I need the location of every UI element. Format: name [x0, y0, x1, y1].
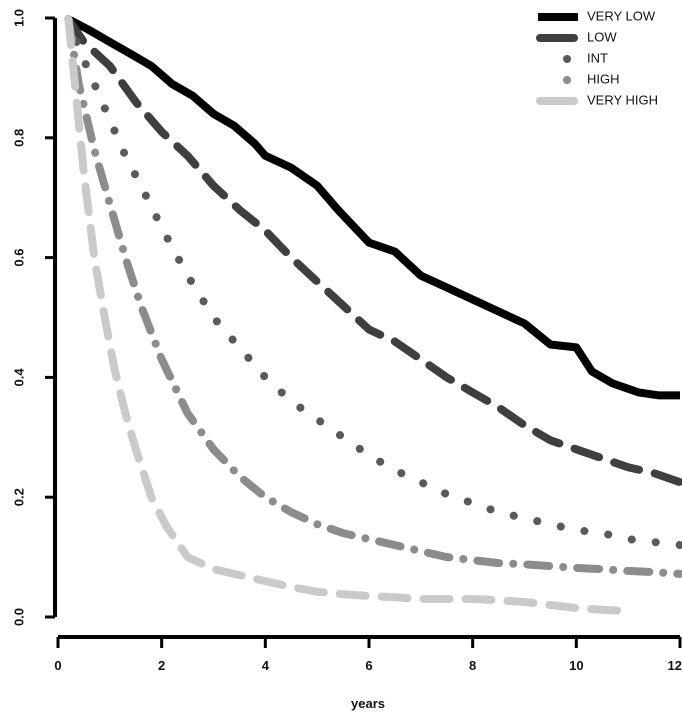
x-tick-label: 4: [262, 658, 270, 673]
y-tick-label: 0.6: [11, 249, 26, 267]
legend-label: VERY HIGH: [587, 92, 658, 107]
legend: VERY LOW LOW INT HIGH VERY HIGH: [536, 8, 658, 107]
x-tick-label: 8: [469, 658, 476, 673]
legend-label: VERY LOW: [587, 8, 656, 23]
x-tick-label: 12: [668, 658, 682, 673]
x-axis-label: years: [351, 696, 385, 711]
y-tick-label: 0.8: [11, 129, 26, 147]
x-tick-label: 2: [158, 658, 165, 673]
x-tick-label: 10: [569, 658, 583, 673]
x-tick-label: 0: [54, 658, 61, 673]
series-line-int: [64, 15, 682, 550]
legend-label: HIGH: [587, 71, 620, 86]
series-line-low: [64, 15, 682, 487]
y-tick-label: 0.2: [11, 488, 26, 506]
series-layer: [64, 15, 682, 615]
x-tick-label: 6: [365, 658, 372, 673]
series-line-very-high: [64, 15, 633, 615]
y-tick-label: 0.0: [11, 608, 26, 626]
series-line-very-low: [66, 15, 680, 400]
legend-label: LOW: [587, 29, 617, 44]
axes-layer: 0.0 0.2 0.4 0.6 0.8 1.0 0 2 4 6 8 10 12: [11, 9, 682, 673]
series-line-high: [64, 15, 682, 578]
y-tick-label: 0.4: [11, 368, 26, 387]
legend-label: INT: [587, 50, 608, 65]
y-tick-label: 1.0: [11, 9, 26, 27]
